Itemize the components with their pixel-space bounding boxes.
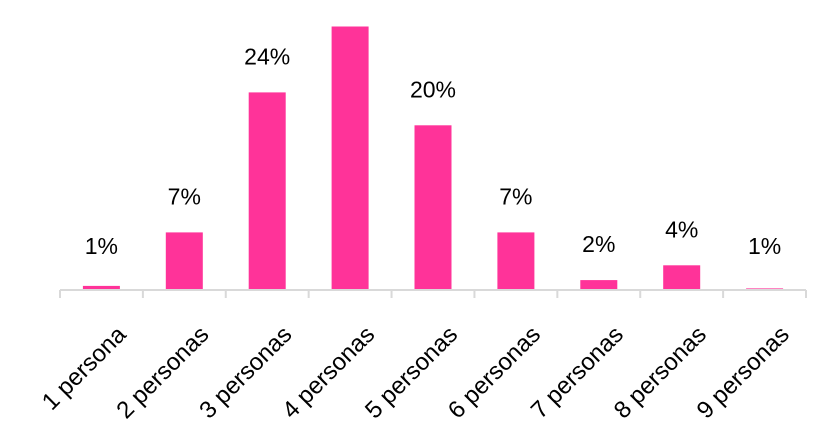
data-label: 7% xyxy=(168,183,201,209)
data-label: 2% xyxy=(582,231,615,257)
data-label: 1% xyxy=(748,233,781,259)
bar xyxy=(414,125,452,290)
x-axis xyxy=(59,289,807,298)
data-label: 20% xyxy=(410,76,456,102)
data-labels-group: 1% 7% 24% 20% 7% 2% 4% 1% xyxy=(85,43,781,259)
bar xyxy=(248,92,286,291)
bar xyxy=(331,26,369,290)
bar xyxy=(497,232,535,290)
bar xyxy=(165,232,203,290)
data-label: 1% xyxy=(85,233,118,259)
data-label: 7% xyxy=(499,183,532,209)
data-label: 24% xyxy=(244,43,290,69)
bars-group xyxy=(82,26,784,291)
bar xyxy=(580,280,618,290)
bar xyxy=(663,265,701,290)
data-label: 4% xyxy=(665,216,698,242)
bar xyxy=(82,285,120,290)
